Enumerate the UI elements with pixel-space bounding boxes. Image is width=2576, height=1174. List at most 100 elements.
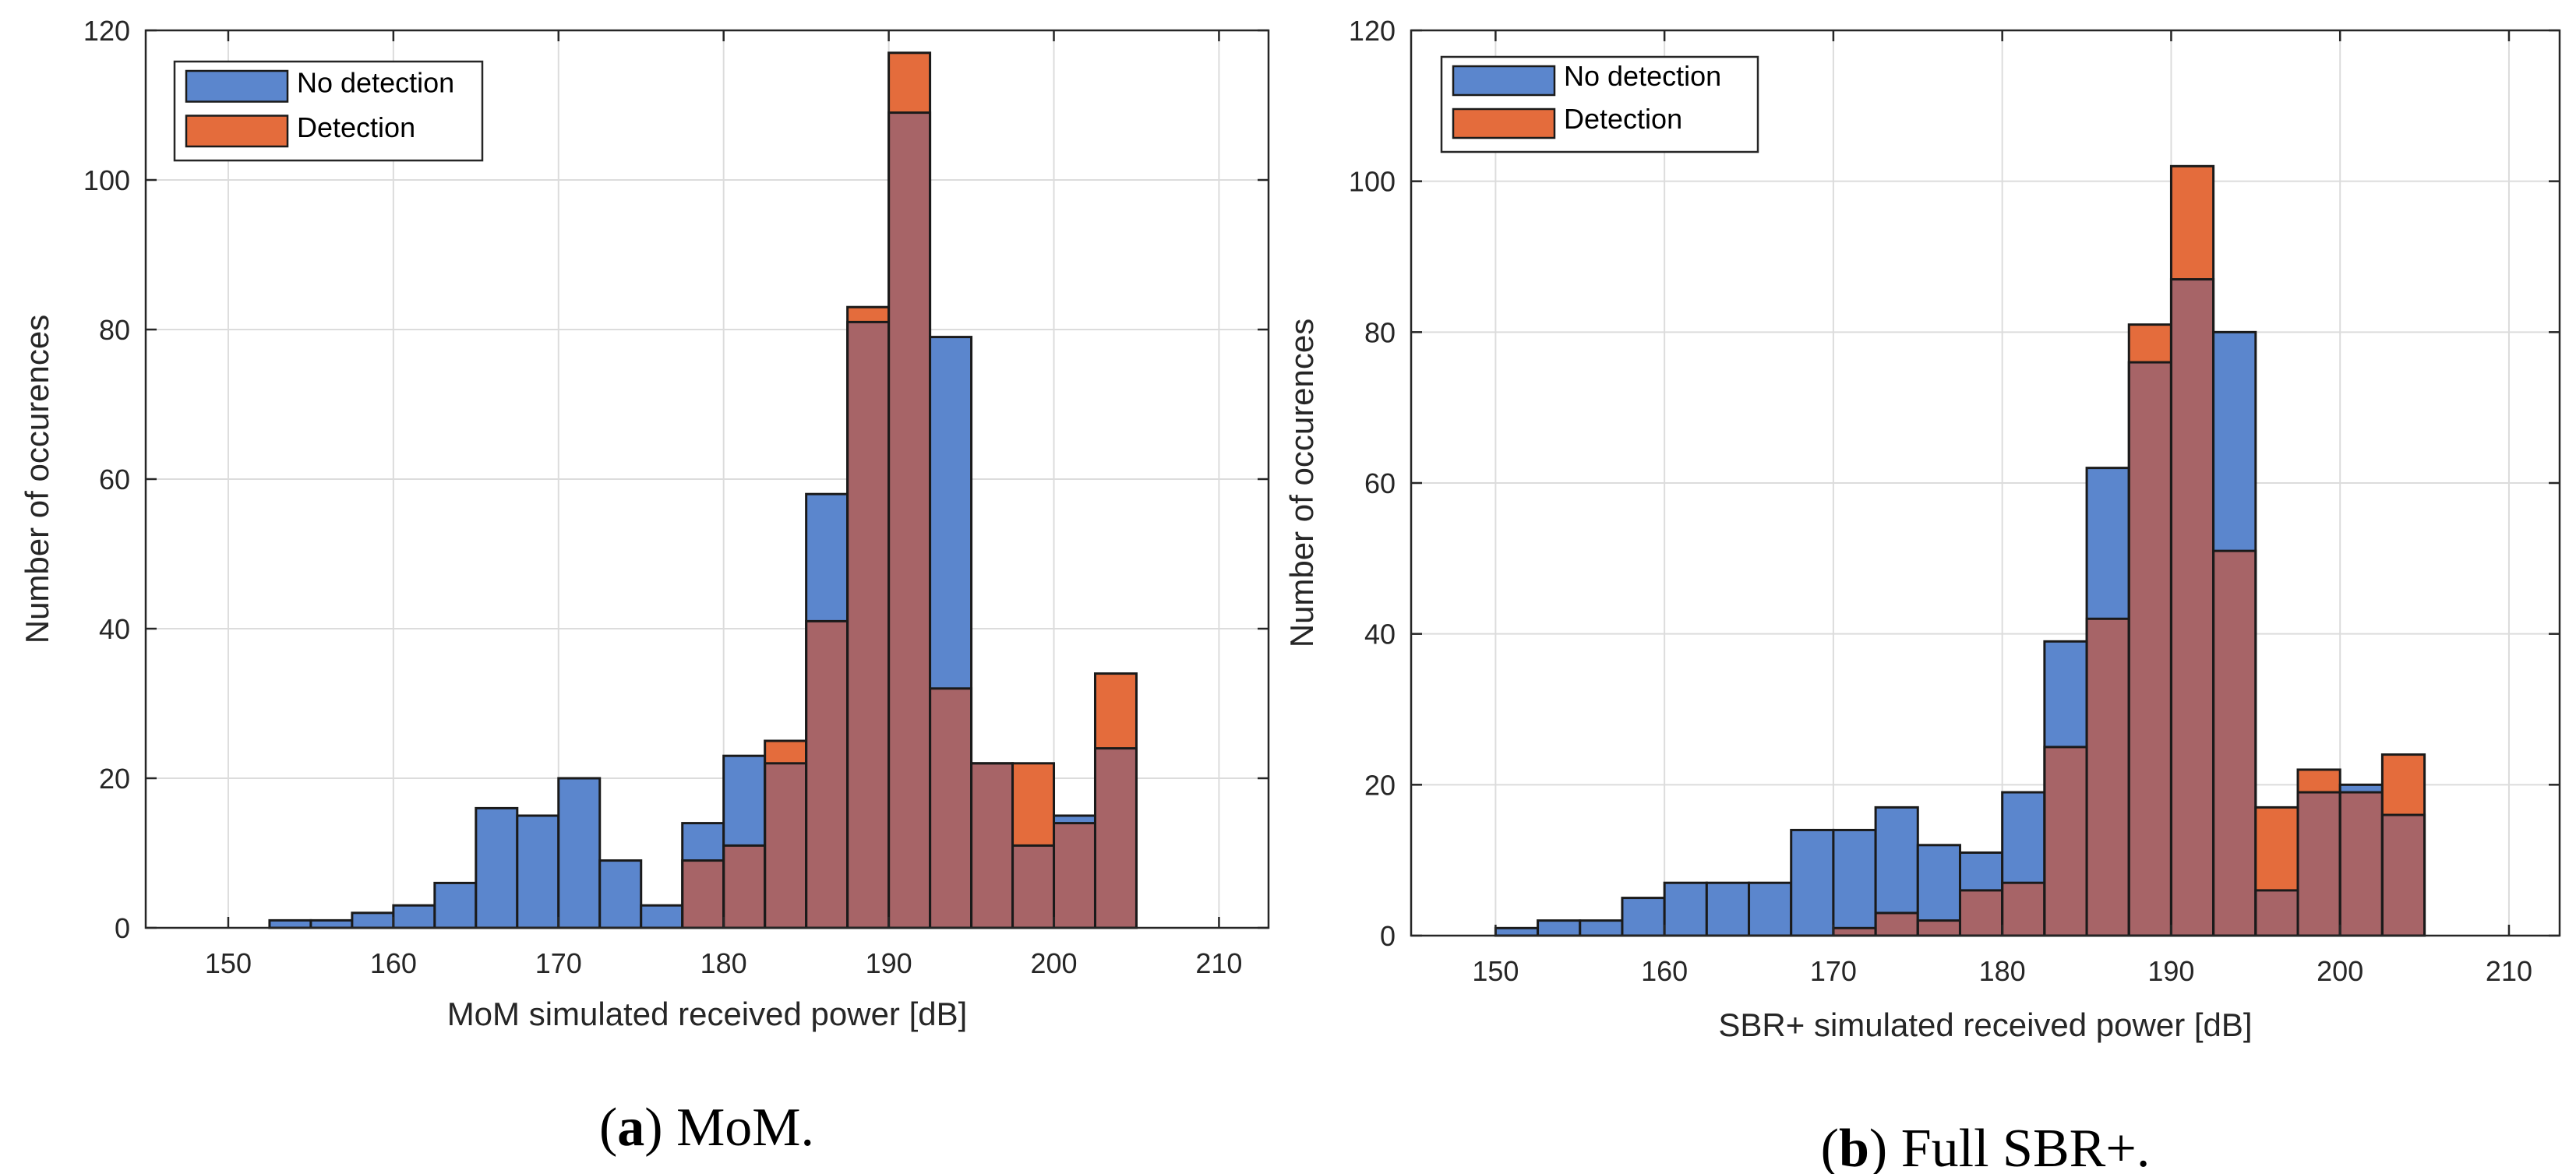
x-tick-label: 160	[370, 947, 417, 979]
y-axis-label: Number of occurences	[19, 315, 55, 644]
caption-paren-open: (	[1821, 1119, 1839, 1174]
bar-overlap-17	[971, 763, 1013, 928]
caption-text: MoM.	[676, 1098, 814, 1158]
legend-swatch-no_detection	[1452, 65, 1556, 97]
ticks: 150 160 170 180 190 200 210 0 20 40 60 80 100 120	[83, 15, 1269, 979]
chart-sbr: 150 160 170 180 190 200 210 0 20 40 60 80 100 120 SBR+…	[1283, 15, 2561, 1174]
bar-no-detection-17	[2213, 332, 2256, 552]
bar-overlap-14	[2087, 619, 2130, 936]
x-tick-label: 160	[1641, 955, 1688, 987]
x-axis-label: MoM simulated received power [dB]	[447, 996, 968, 1032]
bar-overlap-15	[2129, 362, 2172, 936]
chart-mom: 150 160 170 180 190 200 210 0 20 40 60 80 100 120 MoM …	[19, 15, 1270, 1158]
bar-no-detection-11	[1960, 852, 2003, 890]
bar-no-detection-8	[1833, 830, 1876, 929]
x-axis-label: SBR+ simulated received power [dB]	[1718, 1007, 2252, 1043]
y-tick-label: 60	[1364, 467, 1396, 499]
bar-no-detection-3	[1621, 897, 1665, 936]
bar-detection-18	[2255, 807, 2299, 890]
y-tick-label: 120	[83, 15, 130, 47]
x-tick-label: 150	[205, 947, 252, 979]
bar-no-detection-10	[1918, 844, 1960, 921]
bar-overlap-16	[2171, 279, 2214, 936]
bar-no-detection-6	[517, 816, 559, 928]
y-axis-label: Number of occurences	[1283, 319, 1320, 648]
bar-no-detection-12	[2002, 792, 2045, 883]
bar-no-detection-10	[682, 823, 724, 861]
x-tick-label: 170	[1810, 955, 1857, 987]
bar-detection-19	[2298, 769, 2341, 793]
bar-no-detection-2	[1579, 920, 1622, 936]
x-tick-label: 210	[1195, 947, 1242, 979]
bar-overlap-10	[682, 860, 724, 928]
caption-paren-close: )	[1869, 1119, 1901, 1174]
legend-swatch-no_detection	[185, 69, 289, 103]
bar-no-detection-1	[310, 920, 352, 928]
bar-no-detection-19	[1053, 816, 1096, 823]
x-tick-label: 180	[700, 947, 747, 979]
x-tick-label: 190	[2147, 955, 2194, 987]
legend-swatch-detection	[185, 115, 289, 148]
x-tick-label: 200	[2317, 955, 2363, 987]
legend-label-no_detection: No detection	[297, 67, 454, 99]
figure-caption: (b) Full SBR+.	[1821, 1119, 2151, 1174]
bar-no-detection-5	[1706, 883, 1749, 936]
caption-letter: b	[1839, 1119, 1869, 1174]
bar-detection-21	[2382, 754, 2425, 816]
x-tick-label: 150	[1472, 955, 1519, 987]
y-tick-label: 40	[1364, 619, 1396, 650]
legend-label-detection: Detection	[297, 111, 415, 143]
bar-no-detection-16	[930, 337, 972, 689]
bar-overlap-18	[2255, 890, 2299, 936]
bar-no-detection-0	[269, 920, 311, 928]
bar-detection-15	[2129, 324, 2172, 363]
bar-overlap-17	[2213, 551, 2256, 936]
histogram-bars	[268, 51, 1138, 929]
y-tick-label: 100	[83, 164, 130, 196]
histogram-bars	[1494, 164, 2426, 937]
bar-overlap-20	[2340, 792, 2383, 936]
bar-no-detection-8	[599, 860, 641, 928]
figure-caption: (a) MoM.	[599, 1098, 814, 1158]
bar-no-detection-4	[1664, 883, 1707, 936]
bar-overlap-11	[723, 845, 765, 928]
bar-no-detection-2	[351, 912, 393, 928]
legend-label-detection: Detection	[1564, 103, 1682, 135]
bar-detection-16	[2171, 166, 2214, 280]
bar-no-detection-13	[2044, 641, 2087, 747]
y-tick-label: 100	[1349, 166, 1396, 198]
y-tick-label: 0	[1380, 920, 1396, 952]
caption-paren-close: )	[644, 1098, 676, 1158]
y-tick-label: 120	[1349, 15, 1396, 47]
bar-overlap-12	[764, 763, 806, 928]
bar-no-detection-0	[1495, 928, 1538, 936]
x-tick-label: 170	[535, 947, 582, 979]
bar-overlap-16	[930, 688, 972, 928]
bar-no-detection-1	[1537, 920, 1580, 936]
bar-overlap-9	[1876, 912, 1918, 936]
y-tick-label: 80	[99, 314, 130, 346]
bar-detection-14	[847, 307, 889, 323]
bar-no-detection-9	[640, 905, 683, 928]
bar-no-detection-13	[806, 494, 848, 622]
bar-no-detection-7	[558, 778, 600, 928]
bar-detection-20	[1095, 673, 1137, 749]
bar-no-detection-5	[475, 808, 517, 928]
y-tick-label: 40	[99, 613, 130, 645]
y-tick-label: 0	[115, 912, 130, 944]
y-tick-label: 80	[1364, 316, 1396, 348]
bar-detection-18	[1012, 763, 1054, 846]
x-tick-label: 200	[1030, 947, 1077, 979]
bar-no-detection-14	[2087, 467, 2130, 619]
bar-overlap-10	[1918, 920, 1960, 936]
bar-overlap-13	[806, 621, 848, 928]
bar-overlap-12	[2002, 883, 2045, 936]
y-tick-label: 20	[1364, 769, 1396, 801]
bar-no-detection-20	[2340, 784, 2383, 793]
bar-no-detection-11	[723, 756, 765, 846]
bar-overlap-21	[2382, 815, 2425, 936]
bar-overlap-18	[1012, 845, 1054, 928]
x-tick-label: 190	[866, 947, 912, 979]
bar-overlap-8	[1833, 928, 1876, 936]
caption-paren-open: (	[599, 1098, 617, 1158]
